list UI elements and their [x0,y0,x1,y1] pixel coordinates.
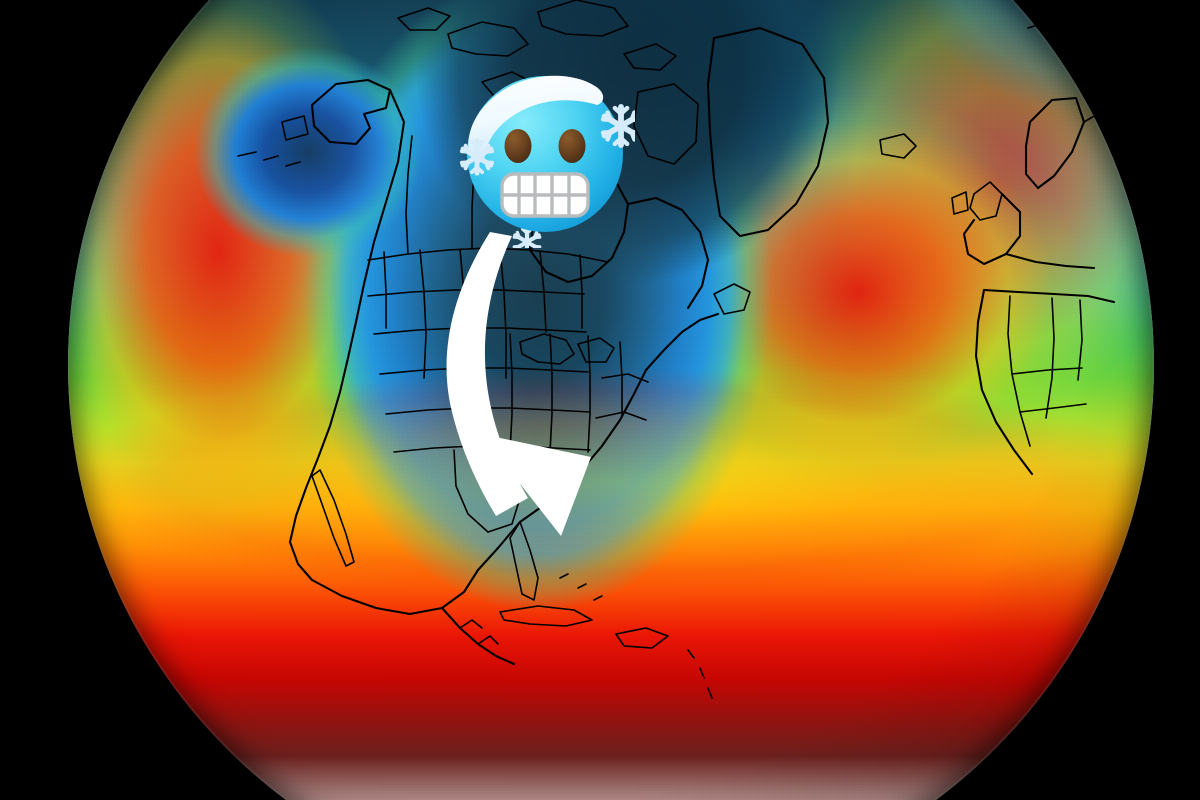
snow-cap [468,75,604,163]
eurasia-africa-coastline [951,13,1133,476]
emoji-right-eye [558,129,586,163]
emoji-mouth [500,172,590,218]
cold-face-emoji [455,75,635,248]
earth-globe [68,0,1154,800]
emoji-left-eye [504,129,532,163]
north-america-coastline [237,0,917,616]
caribbean-coastline [440,573,713,699]
